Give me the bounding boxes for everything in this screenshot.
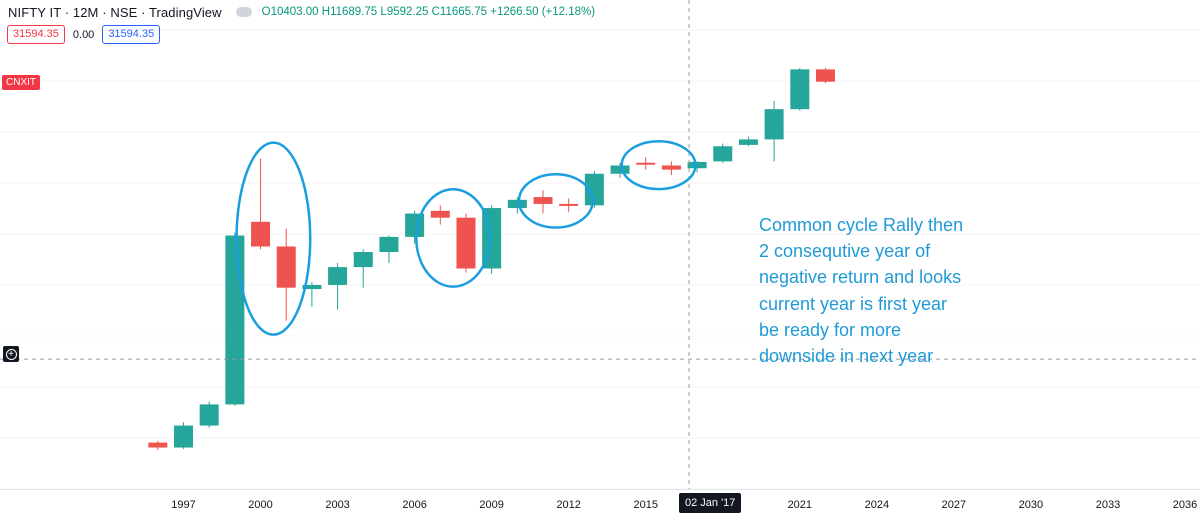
candle-2014 bbox=[610, 162, 630, 178]
x-tick-label: 2033 bbox=[1096, 499, 1120, 511]
candle-2019 bbox=[738, 136, 758, 147]
spread-value: 0.00 bbox=[72, 28, 95, 41]
candle-body bbox=[353, 251, 373, 268]
trade-boxes: 31594.35 0.00 31594.35 bbox=[7, 25, 161, 44]
ohlc-values: O10403.00 H11689.75 L9592.25 C11665.75 +… bbox=[262, 6, 595, 18]
candle-1996 bbox=[148, 440, 168, 450]
candle-2011 bbox=[533, 190, 553, 214]
x-tick-label: 1997 bbox=[171, 499, 195, 511]
candle-body bbox=[225, 235, 245, 405]
annotation-line-1: Common cycle Rally then bbox=[759, 215, 964, 235]
candles bbox=[148, 68, 835, 450]
annotation-line-2: 2 consequtive year of bbox=[759, 241, 931, 262]
buy-price-box[interactable]: 31594.35 bbox=[102, 25, 161, 44]
candle-2010 bbox=[507, 197, 527, 214]
high-label: H bbox=[321, 6, 331, 18]
low-value: 9592.25 bbox=[386, 6, 429, 18]
candle-1998 bbox=[199, 401, 219, 428]
candle-body bbox=[584, 173, 604, 206]
legend-header: NIFTY IT · 12M · NSE · TradingView O1040… bbox=[8, 3, 595, 21]
candle-body bbox=[456, 217, 476, 269]
symbol-tag: CNXIT bbox=[2, 75, 40, 90]
candle-body bbox=[636, 162, 656, 165]
x-tick-label: 2036 bbox=[1173, 499, 1197, 511]
candle-2022 bbox=[815, 68, 835, 84]
highlight-ellipse bbox=[415, 188, 492, 288]
highlight-ellipse bbox=[517, 172, 594, 229]
candle-body bbox=[199, 404, 219, 426]
candle-body bbox=[507, 199, 527, 209]
highlight-ellipses bbox=[235, 140, 697, 336]
candle-2004 bbox=[353, 249, 373, 288]
annotation-text: Common cycle Rally then 2 consequtive ye… bbox=[759, 212, 1059, 369]
candle-body bbox=[687, 161, 707, 169]
x-tick-label: 2006 bbox=[402, 499, 426, 511]
candle-2000 bbox=[251, 158, 271, 250]
candle-body bbox=[430, 210, 450, 218]
candle-2012 bbox=[559, 198, 579, 213]
annotation-line-4: current year is first year bbox=[759, 293, 948, 314]
candle-body bbox=[713, 146, 733, 162]
candle-body bbox=[302, 284, 322, 290]
candle-body bbox=[405, 213, 425, 237]
sell-price-box[interactable]: 31594.35 bbox=[7, 25, 65, 44]
candle-body bbox=[533, 197, 553, 204]
candle-2016 bbox=[661, 161, 681, 176]
highlight-ellipse bbox=[620, 140, 697, 191]
open-value: 10403.00 bbox=[270, 6, 319, 18]
annotation-line-6: downside in next year bbox=[759, 346, 934, 367]
candle-2005 bbox=[379, 235, 399, 263]
candle-body bbox=[610, 165, 630, 174]
candle-2007 bbox=[430, 205, 450, 225]
low-label: L bbox=[380, 6, 387, 18]
candle-2013 bbox=[584, 170, 604, 209]
candle-1999 bbox=[225, 232, 245, 406]
candle-2017 bbox=[687, 161, 707, 173]
eye-icon[interactable] bbox=[235, 7, 252, 17]
candle-body bbox=[148, 442, 168, 448]
annotation-line-3: negative return and looks bbox=[759, 267, 962, 288]
candle-body bbox=[764, 109, 784, 140]
candle-body bbox=[328, 267, 348, 285]
x-tick-label: 2012 bbox=[556, 499, 580, 511]
candle-body bbox=[738, 139, 758, 145]
candle-2015 bbox=[636, 157, 656, 170]
candle-2008 bbox=[456, 213, 476, 273]
x-tick-label: 2009 bbox=[479, 499, 503, 511]
highlight-ellipse bbox=[235, 141, 312, 336]
candle-body bbox=[251, 221, 271, 247]
candle-body bbox=[379, 236, 399, 252]
candle-2018 bbox=[713, 143, 733, 163]
close-label: C bbox=[431, 6, 440, 18]
add-plus-button[interactable]: + bbox=[3, 346, 19, 362]
plus-circle-icon: + bbox=[5, 348, 17, 360]
x-tick-label: 2030 bbox=[1019, 499, 1043, 511]
candle-body bbox=[790, 69, 810, 110]
x-tick-label: 2015 bbox=[633, 499, 657, 511]
x-tick-label: 2021 bbox=[788, 499, 812, 511]
change-value: +1266.50 (+12.18%) bbox=[490, 6, 596, 18]
high-value: 11689.75 bbox=[330, 6, 378, 18]
candle-1997 bbox=[174, 422, 193, 449]
candle-body bbox=[815, 69, 835, 82]
close-value: 11665.75 bbox=[439, 6, 488, 18]
candle-body bbox=[276, 246, 296, 288]
candle-body bbox=[661, 165, 681, 170]
candle-body bbox=[559, 203, 579, 206]
candle-2021 bbox=[790, 68, 810, 111]
candle-2020 bbox=[764, 100, 784, 162]
crosshair-date-label: 02 Jan '17 bbox=[679, 493, 742, 513]
x-tick-label: 2003 bbox=[325, 499, 349, 511]
x-tick-label: 2027 bbox=[942, 499, 966, 511]
open-label: O bbox=[261, 6, 271, 18]
annotation-line-5: be ready for more bbox=[759, 319, 902, 340]
candle-2001 bbox=[276, 228, 296, 321]
candle-body bbox=[174, 425, 193, 448]
x-tick-label: 2000 bbox=[248, 499, 272, 511]
candle-2003 bbox=[328, 262, 348, 310]
candle-2002 bbox=[302, 282, 322, 307]
x-tick-label: 2024 bbox=[865, 499, 889, 511]
symbol-title[interactable]: NIFTY IT · 12M · NSE · TradingView bbox=[8, 4, 222, 20]
